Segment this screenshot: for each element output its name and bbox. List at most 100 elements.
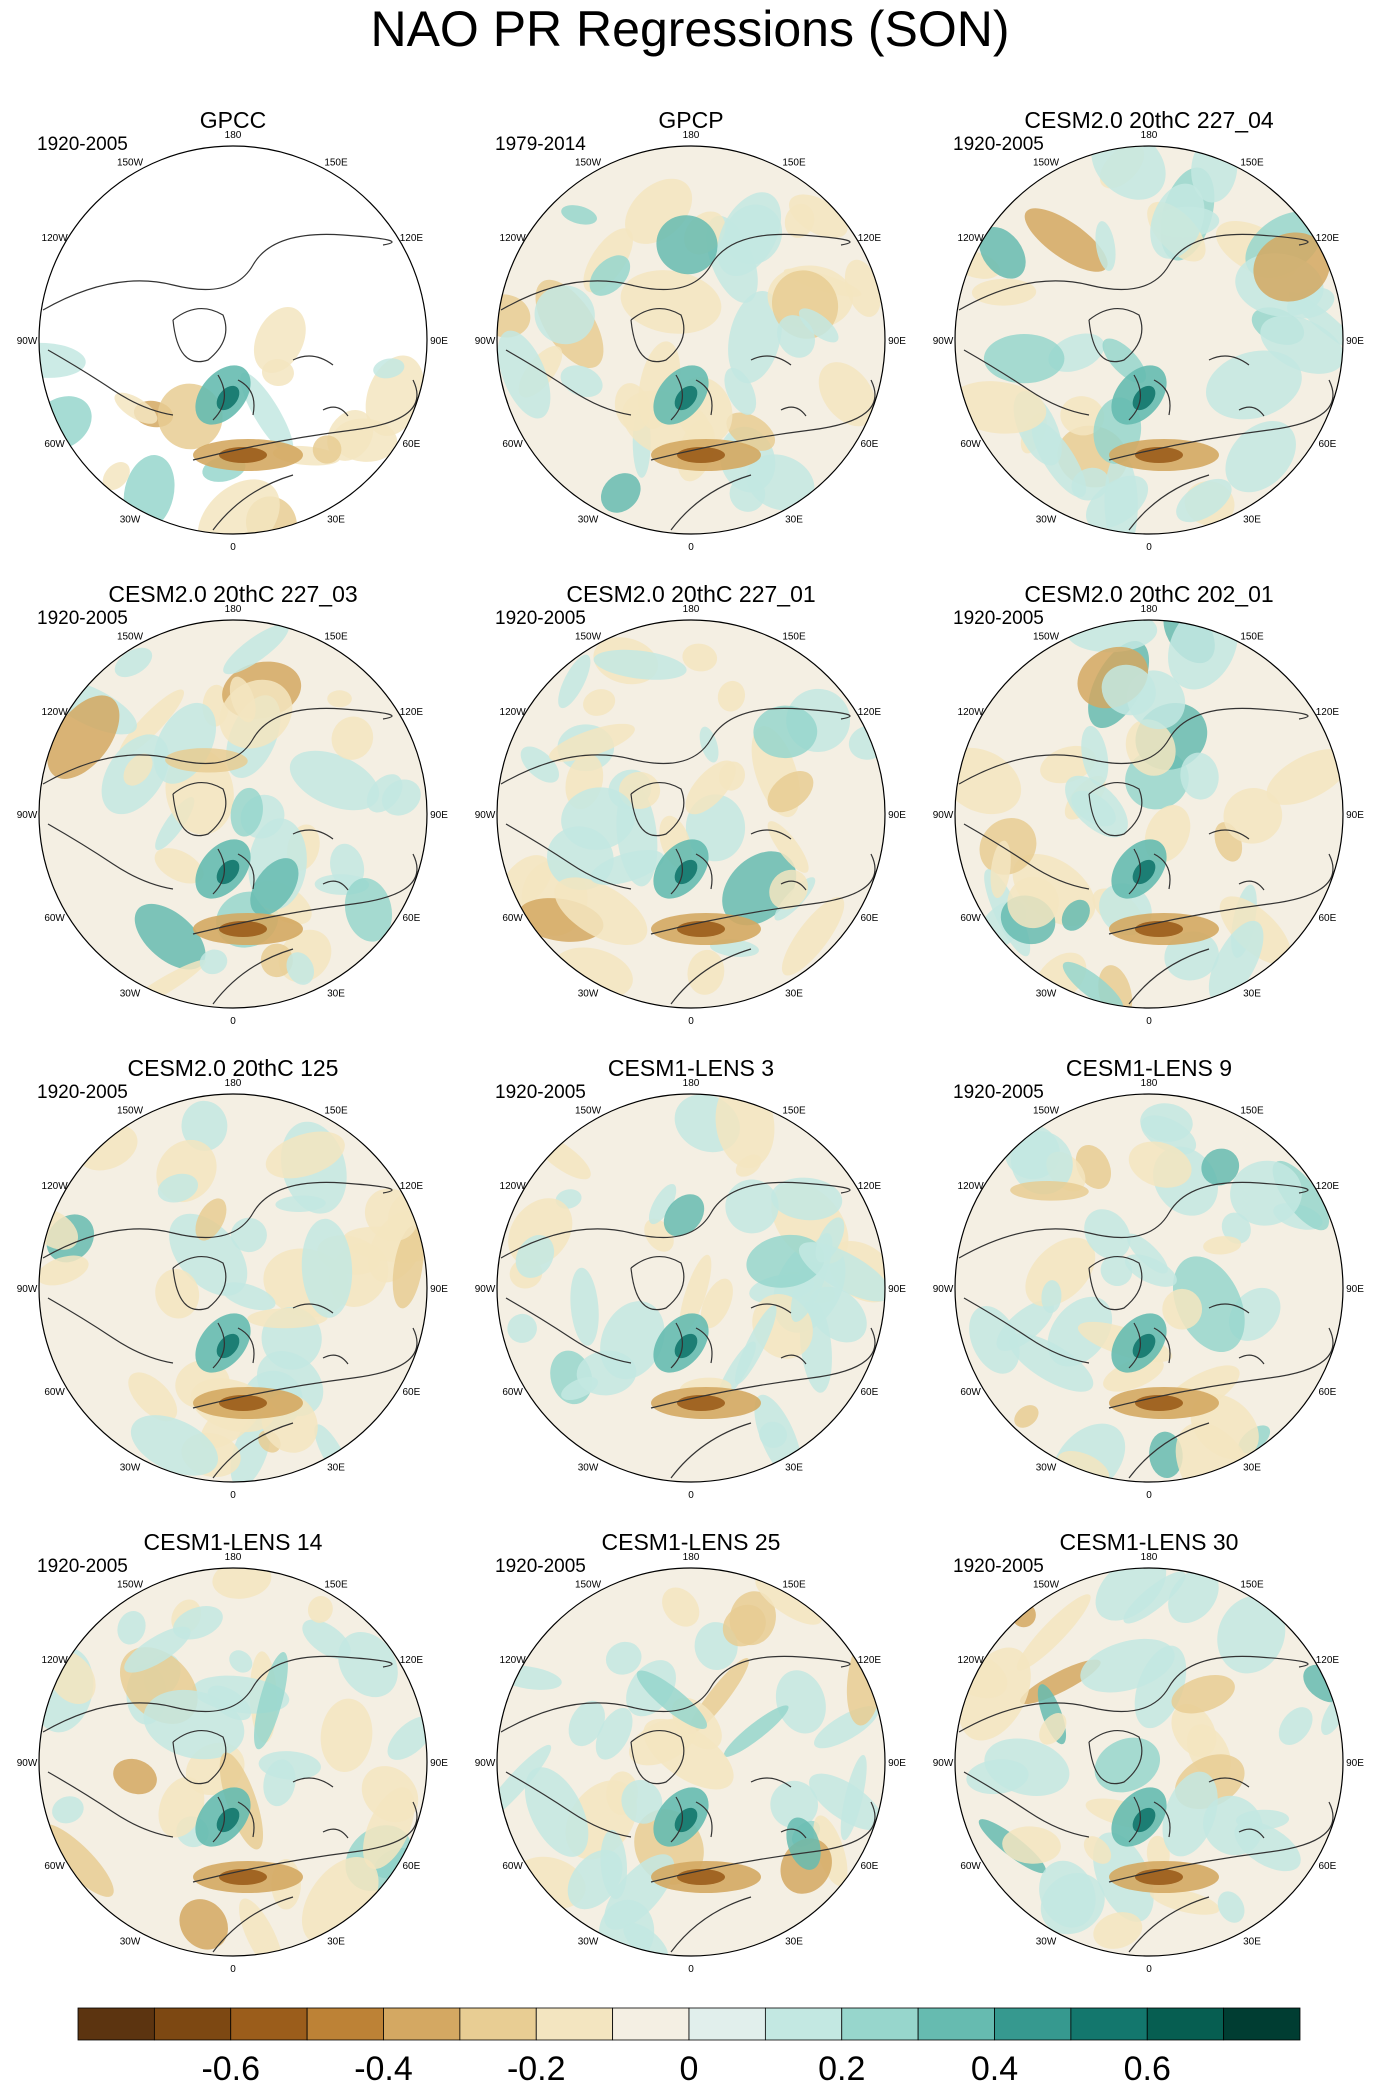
longitude-label: 30W <box>120 1462 141 1473</box>
longitude-label: 30E <box>327 514 345 525</box>
map-panel: 180 150E 120E 90E 60E 30E 0 30W 60W 90W 120W 150W CE… <box>475 581 907 1027</box>
longitude-label: 90E <box>888 336 906 347</box>
period-label: 1920-2005 <box>953 1556 1044 1577</box>
longitude-label: 120W <box>42 707 69 718</box>
longitude-label: 0 <box>1146 1490 1152 1501</box>
panel-title: CESM1-LENS 25 <box>602 1529 781 1555</box>
longitude-label: 90W <box>475 336 496 347</box>
longitude-label: 150E <box>1240 1106 1264 1117</box>
longitude-label: 120E <box>400 233 424 244</box>
map-panel: 180 150E 120E 90E 60E 30E 0 30W 60W 90W 120W 150W CE… <box>17 1055 449 1501</box>
longitude-label: 60W <box>960 1387 981 1398</box>
longitude-label: 150E <box>324 1580 348 1591</box>
longitude-label: 90W <box>475 1758 496 1769</box>
colorbar-swatch <box>1223 2007 1301 2041</box>
longitude-label: 30E <box>327 1462 345 1473</box>
longitude-label: 60W <box>960 1861 981 1872</box>
longitude-label: 150E <box>324 1106 348 1117</box>
precip-field <box>39 1568 427 1956</box>
longitude-label: 0 <box>688 1490 694 1501</box>
panel-title: CESM2.0 20thC 202_01 <box>1024 581 1273 607</box>
longitude-label: 30E <box>327 1936 345 1947</box>
precip-field <box>497 1568 885 1956</box>
longitude-label: 30W <box>1036 1936 1057 1947</box>
longitude-label: 120W <box>958 233 985 244</box>
longitude-label: 120W <box>500 1181 527 1192</box>
longitude-label: 120W <box>958 1655 985 1666</box>
longitude-label: 30W <box>578 988 599 999</box>
longitude-label: 150W <box>117 1106 144 1117</box>
longitude-label: 150W <box>1033 158 1060 169</box>
map-boundary <box>954 1567 1344 1957</box>
coastlines <box>42 707 418 1005</box>
longitude-label: 150W <box>575 1106 602 1117</box>
panel-title: CESM2.0 20thC 125 <box>128 1055 339 1081</box>
longitude-label: 180 <box>683 1078 700 1089</box>
longitude-label: 60W <box>960 913 981 924</box>
longitude-label: 60W <box>44 1387 65 1398</box>
longitude-label: 30E <box>1243 1936 1261 1947</box>
longitude-label: 90W <box>17 1758 38 1769</box>
longitude-label: 60W <box>44 439 65 450</box>
map-panel: 180 150E 120E 90E 60E 30E 0 30W 60W 90W 120W 150W GP… <box>17 107 449 553</box>
colorbar-swatch <box>306 2007 384 2041</box>
longitude-label: 30W <box>120 988 141 999</box>
longitude-label: 60E <box>861 1861 879 1872</box>
precip-field <box>955 1568 1343 1956</box>
longitude-label: 60W <box>44 913 65 924</box>
colorbar-swatch <box>1070 2007 1148 2041</box>
longitude-label: 90E <box>1346 1758 1364 1769</box>
colorbar-tick-label: -0.4 <box>354 2050 413 2086</box>
panel-title: CESM1-LENS 14 <box>144 1529 323 1555</box>
longitude-label: 30W <box>1036 1462 1057 1473</box>
colorbar-swatch <box>459 2007 537 2041</box>
longitude-label: 60W <box>502 1861 523 1872</box>
map-boundary <box>496 1093 886 1483</box>
panel-title: CESM2.0 20thC 227_04 <box>1024 107 1274 133</box>
longitude-label: 180 <box>225 604 242 615</box>
map-boundary <box>496 619 886 1009</box>
map-panel: 180 150E 120E 90E 60E 30E 0 30W 60W 90W 120W 150W CE… <box>17 581 449 1027</box>
longitude-label: 150E <box>1240 632 1264 643</box>
longitude-label: 60E <box>1319 439 1337 450</box>
longitude-label: 90W <box>475 810 496 821</box>
longitude-label: 150E <box>324 632 348 643</box>
precip-field <box>497 1094 885 1482</box>
longitude-label: 150E <box>782 158 806 169</box>
colorbar-swatch <box>994 2007 1072 2041</box>
longitude-label: 30E <box>327 988 345 999</box>
longitude-label: 30E <box>785 1462 803 1473</box>
longitude-label: 0 <box>230 1490 236 1501</box>
longitude-label: 60E <box>403 913 421 924</box>
longitude-label: 120E <box>1316 233 1340 244</box>
longitude-label: 180 <box>683 1552 700 1563</box>
period-label: 1979-2014 <box>495 134 586 155</box>
longitude-label: 180 <box>683 130 700 141</box>
map-panel: 180 150E 120E 90E 60E 30E 0 30W 60W 90W 120W 150W CE… <box>475 1529 907 1975</box>
colorbar-swatch <box>535 2007 614 2041</box>
longitude-label: 30W <box>120 514 141 525</box>
longitude-label: 180 <box>225 1552 242 1563</box>
period-label: 1920-2005 <box>37 1082 128 1103</box>
longitude-label: 60W <box>44 1861 65 1872</box>
map-panel: 180 150E 120E 90E 60E 30E 0 30W 60W 90W 120W 150W CE… <box>933 107 1365 553</box>
longitude-label: 30E <box>785 1936 803 1947</box>
precip-field <box>955 620 1343 1008</box>
longitude-label: 0 <box>230 1964 236 1975</box>
longitude-label: 120E <box>400 707 424 718</box>
longitude-label: 60E <box>403 439 421 450</box>
colorbar-swatch <box>383 2007 461 2041</box>
longitude-label: 150E <box>782 1106 806 1117</box>
longitude-label: 90W <box>933 1758 954 1769</box>
colorbar-tick-label: -0.2 <box>507 2050 566 2086</box>
coastlines <box>958 1181 1334 1479</box>
colorbar-tick-label: 0.6 <box>1124 2050 1171 2086</box>
longitude-label: 150W <box>117 1580 144 1591</box>
coastlines <box>958 233 1334 531</box>
longitude-label: 120W <box>500 1655 527 1666</box>
panel-title: CESM1-LENS 9 <box>1066 1055 1232 1081</box>
longitude-label: 120E <box>858 233 882 244</box>
longitude-label: 150E <box>782 1580 806 1591</box>
longitude-label: 150W <box>1033 632 1060 643</box>
longitude-label: 150W <box>575 158 602 169</box>
